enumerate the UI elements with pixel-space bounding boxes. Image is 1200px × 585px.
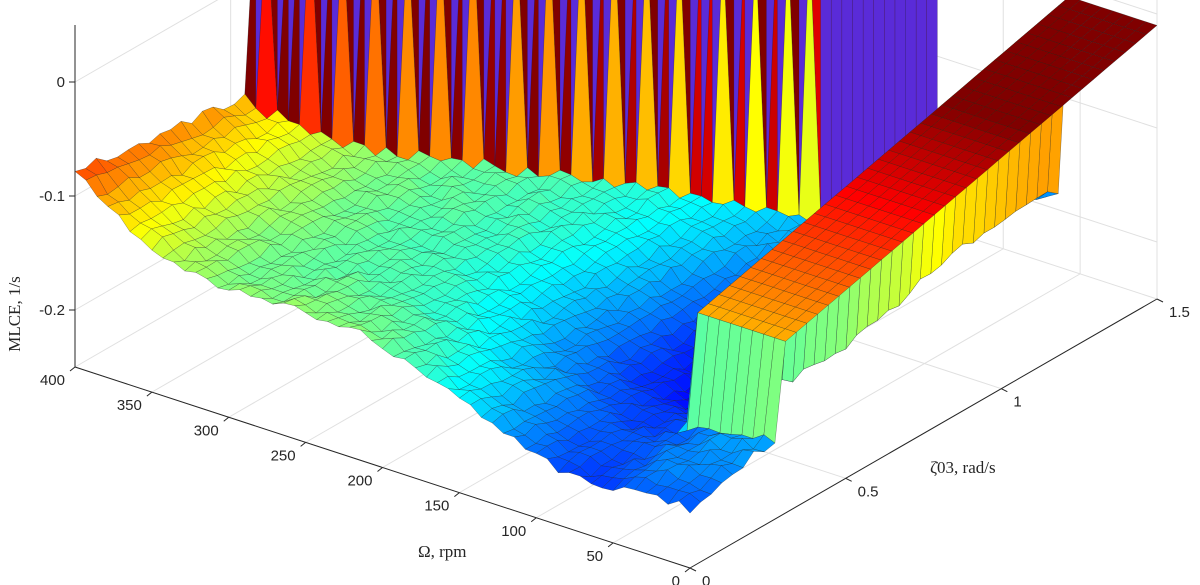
x-tick-mark — [69, 366, 76, 372]
y-tick-mark — [689, 567, 697, 572]
cliff-face — [862, 0, 874, 190]
tick-labels: 0 50 100 150 200 250 300 350 400 0 0.5 1 1.5 0 -0.1 -0.… — [39, 74, 1190, 585]
x-tick-label: 0 — [672, 573, 680, 585]
cliff-face — [831, 0, 842, 205]
z-tick-label: -0.2 — [39, 302, 65, 319]
y-tick-label: 0.5 — [858, 483, 879, 500]
x-tick-label: 400 — [40, 372, 65, 389]
y-tick-label: 1.5 — [1169, 304, 1190, 321]
cliff-face — [841, 0, 853, 205]
x-tick-label: 100 — [501, 523, 526, 540]
y-axis-label: ζ̇03, rad/s — [930, 458, 996, 477]
x-tick-label: 350 — [117, 397, 142, 414]
x-tick-label: 200 — [347, 473, 372, 490]
y-tick-mark — [1156, 298, 1164, 303]
x-tick-mark — [377, 467, 383, 472]
z-axis-label: MLCE, 1/s — [5, 276, 24, 352]
x-tick-label: 250 — [271, 447, 296, 464]
cliff-face — [820, 0, 832, 214]
x-tick-mark — [300, 441, 306, 447]
y-tick-mark — [845, 477, 852, 482]
x-tick-label: 300 — [194, 422, 219, 439]
x-tick-mark — [530, 517, 537, 523]
x-tick-mark — [684, 567, 691, 573]
x-tick-mark — [454, 492, 460, 498]
x-tick-mark — [223, 416, 230, 422]
surface-patch — [678, 493, 701, 514]
z-tick-label: 0 — [57, 74, 65, 91]
y-tick-label: 1 — [1013, 394, 1021, 411]
x-tick-label: 150 — [424, 498, 449, 515]
z-tick-label: -0.1 — [39, 188, 65, 205]
side-wall-grid-z — [74, 0, 219, 83]
x-tick-mark — [607, 542, 614, 548]
x-axis-label: Ω, rpm — [418, 542, 467, 561]
y-tick-label: 0 — [702, 573, 710, 585]
cliff-face — [852, 0, 864, 196]
y-tick-mark — [1001, 388, 1008, 393]
x-tick-mark — [146, 391, 153, 397]
y-axis-line — [689, 298, 1158, 569]
surface-plot — [74, 0, 1158, 514]
x-tick-label: 50 — [586, 548, 603, 565]
